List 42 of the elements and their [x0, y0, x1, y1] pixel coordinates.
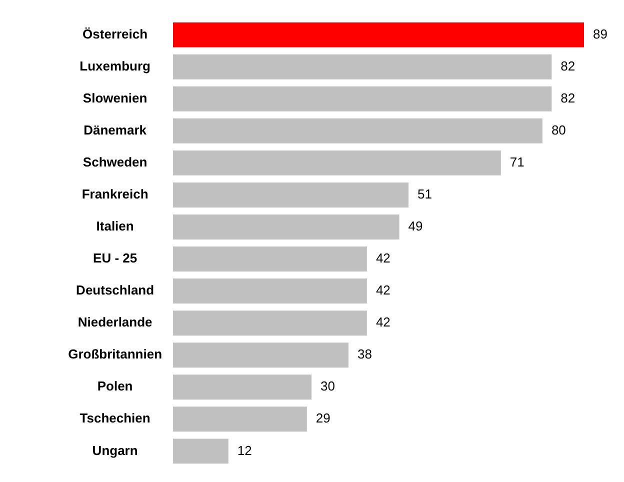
bar [173, 54, 552, 80]
data-label: 42 [376, 282, 390, 298]
y-tick-label: EU - 25 [93, 250, 138, 266]
y-tick-label: Italien [96, 218, 134, 234]
data-label: 71 [510, 154, 524, 170]
y-tick-label: Österreich [82, 26, 148, 42]
data-label: 80 [551, 122, 566, 138]
data-label: 89 [593, 26, 608, 42]
bar [173, 310, 367, 336]
data-label: 42 [376, 250, 390, 266]
y-tick-label: Luxemburg [80, 58, 150, 74]
bar [173, 406, 307, 432]
bar [173, 182, 409, 208]
bar [173, 22, 584, 48]
y-tick-label: Slowenien [82, 90, 148, 106]
y-tick-label: Niederlande [78, 314, 152, 330]
y-tick-label: Dänemark [84, 122, 148, 138]
bar [173, 438, 228, 464]
y-tick-label: Deutschland [76, 282, 154, 298]
bar [173, 342, 348, 368]
data-label: 30 [320, 378, 336, 394]
y-tick-label: Großbritannien [68, 346, 162, 362]
bar [173, 150, 501, 176]
bar [173, 374, 312, 400]
data-label: 82 [560, 58, 576, 74]
data-label: 51 [418, 186, 432, 202]
data-label: 49 [408, 218, 423, 234]
data-label: 12 [237, 442, 252, 458]
y-tick-label: Frankreich [82, 186, 148, 202]
data-label: 42 [376, 314, 390, 330]
y-tick-label: Tschechien [80, 410, 150, 426]
data-label: 38 [357, 346, 372, 362]
bar [173, 214, 400, 240]
y-tick-label: Polen [97, 378, 133, 394]
bar [173, 118, 542, 144]
y-tick-label: Ungarn [92, 442, 138, 458]
y-tick-label: Schweden [82, 154, 148, 170]
bar [173, 86, 552, 112]
data-label: 29 [316, 410, 330, 426]
data-label: 82 [560, 90, 576, 106]
bar [173, 246, 367, 272]
bar [173, 278, 367, 304]
